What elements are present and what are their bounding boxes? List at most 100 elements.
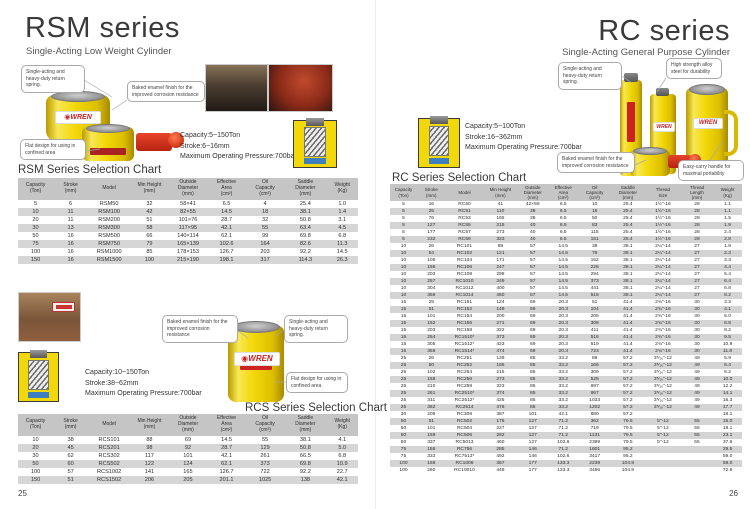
cylinder-saddle — [656, 88, 669, 96]
cross-section-oil-port — [304, 158, 326, 164]
spec-pressure: Maximum Operating Pressure:700bar — [465, 144, 582, 151]
table-row: 25 102 RC254 215 85 33.2 309 57.2 3⁵⁄₁₆"-12 49 8.2 — [390, 369, 742, 376]
cylinder-cross-section-icon — [18, 350, 59, 402]
table-row: 50 159 RC506 282 127 71.2 1131 79.5 5"-12 55 23.1 — [390, 432, 742, 439]
rc-cylinder-flat-illustration — [630, 147, 670, 176]
rcs-selection-table: Capacity (Ton) Stroke (mm) Model Min Height (m… — [18, 414, 358, 484]
page-number-left: 25 — [18, 489, 27, 498]
table-row: 10 304 RC1012 400 57 14.5 441 38.1 2¼"-14 27 6.8 — [390, 285, 742, 292]
spec-capacity: Capacity:10~150Ton — [85, 369, 150, 376]
table-row: 10 105 RC104 171 57 14.5 152 38.1 2¼"-14 27 3.3 — [390, 257, 742, 264]
table-row: 75 156 RC756 285 146 71.2 1601 95.2 29.5 — [390, 446, 742, 453]
wren-logo-mark: ◉ — [64, 114, 71, 121]
table-header-row: Capacity (Ton) Stroke (mm) Model Min Height (m… — [18, 178, 358, 200]
callout-enamel: Baked enamel finish for the improved cor… — [127, 81, 205, 102]
table-row: 50 51 RC502 176 127 71.2 362 79.5 5"-12 55 15.0 — [390, 418, 742, 425]
model-label-strip — [627, 102, 635, 142]
table-row: 25 158 RC256 273 85 33.2 525 57.2 3⁵⁄₁₆"-12 49 10.… — [390, 376, 742, 383]
model-label-strip — [240, 366, 272, 370]
table-row: 15 305 RC1512* 423 69 20.3 619 41.4 2¾"-16 30 10.9 — [390, 341, 742, 348]
table-row: 50 60 RCS502 122 124 62.1 373 69.8 10.9 — [18, 460, 358, 468]
wren-logo-mark: ◉ — [241, 354, 249, 363]
hydraulic-coupler — [136, 133, 172, 151]
carry-handle — [724, 110, 738, 156]
table-row: 10 11 RSM100 42 82×55 14.5 18 38.1 1.4 — [18, 208, 358, 216]
application-photo-workshop — [205, 64, 268, 112]
cross-section-oil-port — [28, 391, 49, 398]
callout-flat-design: Flat design for using in confined area — [20, 139, 86, 160]
rsm-chart-title: RSM Series Selection Chart — [18, 164, 162, 176]
cylinder-cross-section-icon — [293, 118, 337, 168]
cross-section-spring — [428, 125, 450, 157]
table-row: 5 6 RSM50 32 58×41 6.5 4 25.4 1.0 — [18, 200, 358, 208]
callout-alloy-steel: High strength alloy steel for durability — [666, 58, 722, 79]
callout-flat-design: Flat design for using in confined area — [286, 372, 348, 393]
table-header-row: Capacity (Ton) Stroke (mm) Model Min Height (m… — [390, 184, 742, 201]
callout-spring: Single-acting and heavy-duty return spri… — [21, 65, 85, 93]
callout-enamel: Baked enamel finish for the improved cor… — [557, 152, 635, 173]
table-row: 5 25 RC51 110 38 6.5 16 25.4 1½"-16 28 1.1 — [390, 208, 742, 215]
cylinder-piston — [232, 321, 280, 333]
table-header-row: Capacity (Ton) Stroke (mm) Model Min Height (m… — [18, 414, 358, 436]
cross-section-piston — [29, 350, 48, 358]
wren-logo: ◉WREN — [234, 352, 280, 366]
application-photo-ship-hull — [268, 64, 333, 112]
table-row: 150 16 RSM1500 100 215×190 198.1 317 114.3 26.3 — [18, 256, 358, 264]
table-row: 10 156 RC106 247 57 14.5 226 38.1 2¼"-14 27 4.4 — [390, 264, 742, 271]
page-subtitle-rsm: Single-Acting Low Weight Cylinder — [26, 46, 172, 57]
spec-stroke: Stroke:38~62mm — [85, 379, 139, 387]
cross-section-spring — [28, 359, 49, 391]
table-row: 10 38 RCS101 88 69 14.5 55 38.1 4.1 — [18, 436, 358, 444]
cylinder-cross-section-icon — [418, 116, 460, 168]
table-row: 5 16 RC50 41 42×59 6.5 10 25.4 1½"-16 28 1.1 — [390, 201, 742, 208]
table-row: 10 257 RC1010 349 57 14.5 373 38.1 2¼"-14 27 6.4 — [390, 278, 742, 285]
table-row: 20 11 RSM200 51 101×76 28.7 32 50.8 3.1 — [18, 216, 358, 224]
page-subtitle-rc: Single-Acting General Purpose Cylinder — [562, 47, 730, 58]
spec-stroke: Stroke:6~16mm — [180, 142, 230, 150]
table-row: 20 45 RCS201 98 92 28.7 129 50.8 5.0 — [18, 444, 358, 452]
cylinder-piston — [86, 124, 130, 133]
table-row: 10 356 RC1014 450 57 14.5 516 38.1 2¼"-14 27 8.2 — [390, 292, 742, 299]
cross-section-oil-port — [428, 157, 450, 164]
model-label-strip — [90, 148, 126, 155]
table-row: 30 209 RC308 387 101 42.1 880 57.2 18.1 — [390, 411, 742, 418]
spec-pressure: Maximum Operating Pressure:700bar — [85, 390, 202, 397]
callout-carry-handle: Easy-carry handle for maximal portabilit… — [678, 160, 744, 181]
table-row: 15 25 RC151 124 69 20.3 51 41.4 2¾"-16 30 3.3 — [390, 299, 742, 306]
rcs-chart-title: RCS Series Selection Chart — [245, 402, 387, 414]
spec-capacity: Capacity:5~100Ton — [465, 123, 526, 130]
wren-logo: ◉WREN — [55, 111, 101, 124]
page-title-rc: RC series — [598, 15, 730, 47]
table-row: 5 76 RC53 165 38 6.5 50 25.4 1½"-16 28 1.5 — [390, 215, 742, 222]
rsm-selection-table: Capacity (Ton) Stroke (mm) Model Min Height (m… — [18, 178, 358, 264]
rc-selection-table: Capacity (Ton) Stroke (mm) Model Min Height (m… — [390, 184, 742, 474]
rc-chart-title: RC Series Selection Chart — [392, 172, 527, 184]
wren-logo: WREN — [693, 118, 723, 129]
table-row: 100 16 RSM1000 85 178×153 126.7 203 92.2 14.5 — [18, 248, 358, 256]
photo-red-sign — [52, 301, 76, 313]
page-title-rsm: RSM series — [25, 12, 180, 44]
table-row: 15 203 RC158 322 69 20.3 411 41.4 2¾"-16 30 8.2 — [390, 327, 742, 334]
callout-enamel: Baked enamel finish for the improved cor… — [162, 315, 238, 343]
table-row: 25 261 RC2510* 374 85 33.2 867 57.2 3⁵⁄₁₆"-12 49 1… — [390, 390, 742, 397]
table-row: 15 254 RC1510* 373 69 20.3 516 41.4 2¾"-16 30 9.5 — [390, 334, 742, 341]
rsm-specs: Capacity:5~150Ton Stroke:6~16mm Maximum … — [180, 131, 297, 163]
table-row: 25 26 RC251 139 85 33.2 86 57.2 3⁵⁄₁₆"-12 49 5.9 — [390, 355, 742, 362]
rc-specs: Capacity:5~100Ton Stroke:16~362mm Maximu… — [465, 122, 582, 154]
table-row: 25 362 RC2514 476 85 33.2 1202 57.2 3⁵⁄₁₆"-12 49 1… — [390, 404, 742, 411]
cross-section-spring — [304, 127, 326, 157]
table-row: 150 51 RCS1502 206 205 201.1 1025 138 42.1 — [18, 476, 358, 484]
rsm-cylinder-small-illustration — [82, 124, 134, 161]
cylinder-saddle — [624, 73, 638, 82]
table-row: 100 168 RC1006 357 177 133.3 2239 104.9 59.0 — [390, 460, 742, 467]
table-row: 10 26 RC101 89 57 14.5 38 38.1 2¼"-14 27 1.8 — [390, 243, 742, 250]
table-row: 10 203 RC108 298 57 14.5 294 38.1 2¼"-14 27 5.4 — [390, 271, 742, 278]
table-row: 15 101 RC154 200 69 20.3 205 41.4 2¾"-16 30 5.0 — [390, 313, 742, 320]
cross-section-piston — [305, 118, 325, 126]
cylinder-piston — [633, 147, 667, 155]
table-row: 5 232 RC59 323 40 6.5 151 25.4 1½"-16 28 2.8 — [390, 236, 742, 243]
table-row: 75 333 RC7513* 492 146 102.6 3417 95.2 59.0 — [390, 453, 742, 460]
wren-logo: WREN — [653, 122, 675, 132]
rcs-specs: Capacity:10~150Ton Stroke:38~62mm Maximu… — [85, 368, 202, 400]
